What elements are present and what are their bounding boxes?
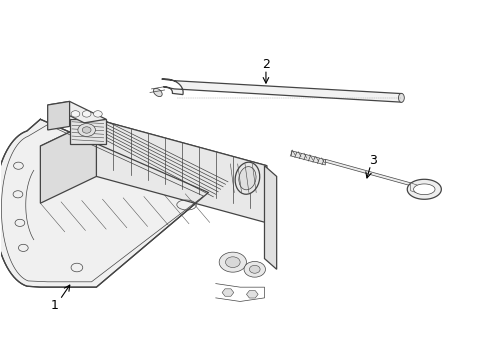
Circle shape	[78, 123, 96, 136]
Polygon shape	[162, 79, 402, 102]
Polygon shape	[414, 184, 435, 195]
Ellipse shape	[153, 89, 162, 96]
Ellipse shape	[239, 167, 256, 190]
Polygon shape	[265, 166, 277, 269]
Circle shape	[71, 111, 80, 117]
Text: 3: 3	[369, 154, 377, 167]
Polygon shape	[246, 291, 258, 298]
Text: 2: 2	[262, 58, 270, 71]
Polygon shape	[0, 119, 208, 287]
Polygon shape	[48, 102, 106, 123]
Polygon shape	[40, 119, 267, 193]
Circle shape	[219, 252, 246, 272]
Polygon shape	[70, 119, 106, 144]
Polygon shape	[407, 179, 441, 199]
Circle shape	[249, 265, 260, 273]
Circle shape	[82, 111, 91, 117]
Circle shape	[94, 111, 102, 117]
Polygon shape	[48, 102, 70, 130]
Ellipse shape	[235, 162, 260, 194]
Polygon shape	[325, 159, 411, 186]
Circle shape	[244, 261, 266, 277]
Polygon shape	[291, 151, 325, 165]
Polygon shape	[40, 119, 97, 203]
Polygon shape	[97, 119, 267, 223]
Polygon shape	[222, 289, 234, 296]
Polygon shape	[411, 183, 418, 193]
Circle shape	[225, 257, 240, 267]
Circle shape	[82, 127, 91, 133]
Text: 1: 1	[51, 299, 59, 312]
Ellipse shape	[398, 93, 404, 102]
